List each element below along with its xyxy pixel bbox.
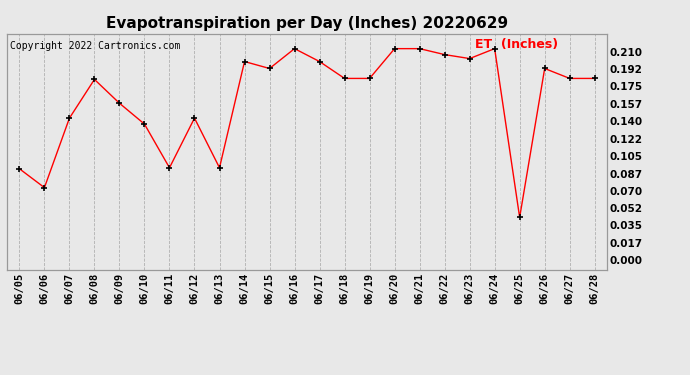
Text: Copyright 2022 Cartronics.com: Copyright 2022 Cartronics.com	[10, 41, 180, 51]
Title: Evapotranspiration per Day (Inches) 20220629: Evapotranspiration per Day (Inches) 2022…	[106, 16, 508, 31]
Text: ET  (Inches): ET (Inches)	[475, 39, 558, 51]
